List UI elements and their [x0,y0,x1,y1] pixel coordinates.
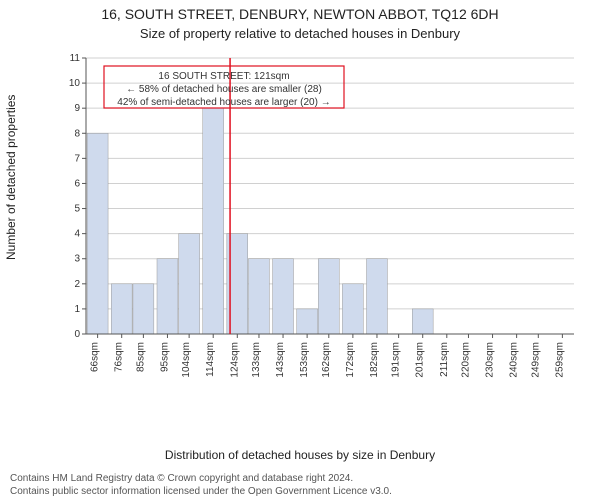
x-tick-label: 259sqm [554,342,565,378]
chart-title: 16, SOUTH STREET, DENBURY, NEWTON ABBOT,… [0,6,600,22]
x-tick-label: 201sqm [415,342,426,378]
x-tick-label: 220sqm [460,342,471,378]
x-tick-label: 182sqm [369,342,380,378]
histogram-bar [249,259,270,334]
histogram-plot: 0 1 2 3 4 5 6 7 8 9 10 11 66sqm 76sqm 85sqm 95sqm 104sq… [60,50,580,390]
x-tick-label: 124sqm [229,342,240,378]
chart-subtitle: Size of property relative to detached ho… [0,26,600,41]
x-tick-label: 133sqm [251,342,262,378]
x-tick-label: 240sqm [509,342,520,378]
x-tick-label: 95sqm [159,342,170,372]
histogram-bar [297,309,318,334]
x-tick-label: 172sqm [345,342,356,378]
x-tick-label: 66sqm [90,342,101,372]
x-tick-label: 104sqm [181,342,192,378]
x-tick-label: 162sqm [321,342,332,378]
histogram-bar [87,133,108,334]
y-tick-label: 6 [74,178,80,189]
x-tick-label: 249sqm [530,342,541,378]
x-tick-label: 211sqm [439,342,450,377]
y-tick-label: 8 [74,128,80,139]
attribution: Contains HM Land Registry data © Crown c… [10,473,590,498]
attribution-line1: Contains HM Land Registry data © Crown c… [10,473,590,486]
x-tick-label: 191sqm [391,342,402,378]
y-tick-label: 9 [74,103,80,114]
x-axis-label: Distribution of detached houses by size … [0,448,600,462]
histogram-bar [342,284,363,334]
y-tick-label: 0 [74,329,80,340]
attribution-line2: Contains public sector information licen… [10,486,590,499]
annotation-line: ← 58% of detached houses are smaller (28… [126,84,322,95]
x-tick-label: 76sqm [114,342,125,372]
y-tick-label: 7 [74,153,80,164]
y-tick-label: 5 [74,204,80,215]
histogram-bar [318,259,339,334]
y-tick-label: 11 [70,53,81,64]
annotation-line: 42% of semi-detached houses are larger (… [117,97,330,108]
x-tick-label: 153sqm [299,342,310,378]
y-tick-label: 4 [74,229,80,240]
histogram-bar [412,309,433,334]
histogram-bar [157,259,178,334]
y-tick-label: 10 [69,78,81,89]
y-tick-label: 2 [74,279,80,290]
y-tick-label: 1 [74,304,80,315]
x-tick-label: 143sqm [275,342,286,378]
histogram-bar [179,234,200,334]
histogram-bar [367,259,388,334]
histogram-bar [111,284,132,334]
histogram-bar [273,259,294,334]
annotation-line: 16 SOUTH STREET: 121sqm [158,71,289,82]
x-tick-label: 114sqm [205,342,216,377]
histogram-bar [203,108,224,334]
y-tick-label: 3 [74,254,80,265]
x-tick-label: 85sqm [135,342,146,372]
histogram-bar [133,284,154,334]
y-axis-label: Number of detached properties [4,95,18,260]
x-tick-label: 230sqm [485,342,496,378]
